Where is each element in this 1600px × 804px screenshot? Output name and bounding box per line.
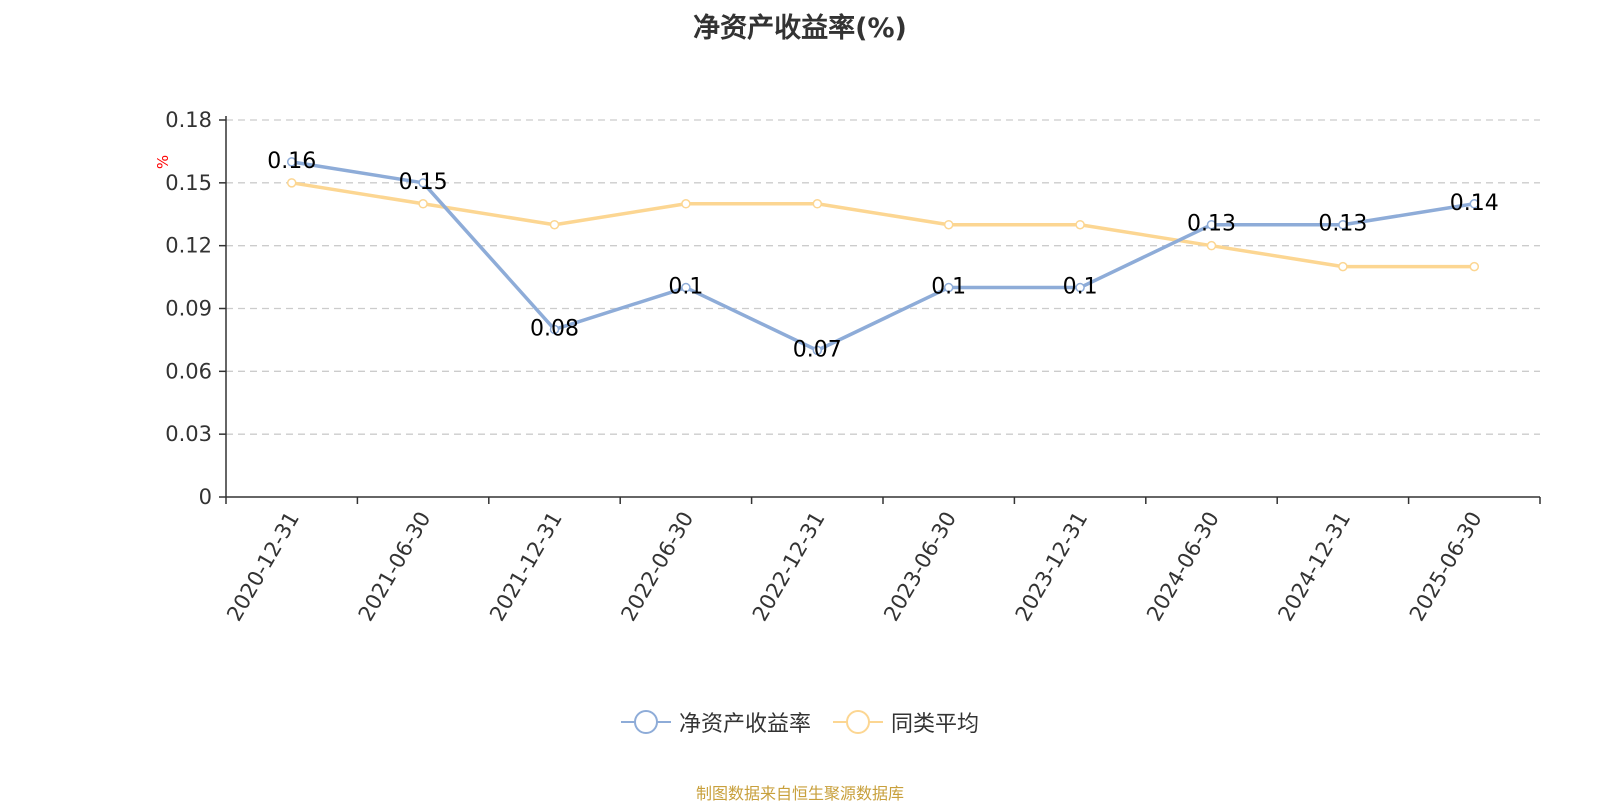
y-tick-label: 0.03 — [165, 422, 212, 446]
y-tick-label: 0.09 — [165, 297, 212, 321]
y-tick-label: 0.06 — [165, 359, 212, 383]
x-tick-label: 2021-12-31 — [485, 508, 567, 626]
data-label: 0.13 — [1187, 212, 1236, 237]
data-label: 0.14 — [1450, 191, 1499, 216]
y-tick-label: 0 — [199, 485, 212, 509]
data-point — [286, 157, 297, 167]
data-label: 0.07 — [793, 337, 842, 362]
data-point — [943, 282, 954, 293]
data-point — [1075, 219, 1085, 230]
x-tick-label: 2024-12-31 — [1273, 508, 1355, 626]
data-label: 0.1 — [668, 275, 703, 300]
legend-label-roe: 净资产收益率 — [678, 712, 811, 737]
y-tick-label: 0.12 — [165, 234, 212, 258]
data-labels: 0.16 0.15 0.08 0.1 0.07 0.1 0.1 0.13 0.13 0.14 — [267, 149, 1499, 363]
data-label: 0.08 — [530, 316, 579, 341]
data-point — [1338, 261, 1348, 272]
data-point — [1206, 240, 1217, 251]
data-point — [286, 178, 297, 188]
legend-item-peer-average[interactable]: 同类平均 — [833, 706, 979, 738]
series-line-peer-average — [291, 181, 1475, 269]
y-tick-label: 0.18 — [165, 108, 212, 132]
y-axis-unit-label: % — [154, 155, 172, 169]
data-label: 0.13 — [1318, 212, 1367, 237]
data-point — [812, 199, 823, 209]
x-tick-label: 2021-06-30 — [354, 507, 436, 625]
data-point — [1206, 219, 1217, 230]
data-point — [681, 199, 691, 209]
data-point — [549, 324, 560, 335]
data-point — [1075, 282, 1085, 293]
data-label: 0.1 — [1063, 275, 1098, 300]
grid-lines — [226, 119, 1540, 435]
data-point — [549, 219, 560, 230]
legend-item-roe[interactable]: 净资产收益率 — [620, 706, 811, 738]
y-axis: 0 0.03 0.06 0.09 0.12 0.15 0.18% — [154, 108, 227, 509]
series-layer — [286, 157, 1480, 356]
x-tick-label: 2025-06-30 — [1405, 508, 1487, 626]
legend: 净资产收益率 同类平均 — [0, 706, 1600, 738]
data-point — [943, 219, 954, 230]
x-tick-label: 2023-06-30 — [879, 507, 961, 625]
data-point — [1469, 261, 1480, 272]
chart-title: 净资产收益率(%) — [693, 13, 907, 44]
data-label: 0.1 — [931, 275, 966, 300]
x-tick-label: 2024-06-30 — [1142, 508, 1224, 626]
x-axis: 2020-12-31 2021-06-30 2021-12-31 2022-06-30… — [222, 496, 1541, 626]
y-tick-label: 0.15 — [165, 171, 212, 195]
legend-line-circle-icon — [620, 710, 671, 734]
x-tick-label: 2020-12-31 — [222, 508, 304, 626]
data-point — [1469, 199, 1480, 209]
legend-line-circle-icon — [833, 710, 883, 734]
series-line-roe — [291, 160, 1475, 353]
source-note: 制图数据来自恒生聚源数据库 — [695, 784, 904, 803]
x-tick-label: 2023-12-31 — [1011, 508, 1093, 626]
line-chart: 00.030.060.090.120.150.18% 2020-12-31 202… — [154, 108, 1541, 626]
data-point — [812, 345, 823, 356]
data-point — [681, 282, 691, 293]
x-tick-label: 2022-06-30 — [616, 508, 698, 626]
legend-label-peer-average: 同类平均 — [891, 712, 980, 737]
data-label: 0.15 — [399, 170, 448, 195]
data-point — [1338, 219, 1348, 230]
data-point — [418, 178, 428, 188]
x-tick-label: 2022-12-31 — [748, 508, 830, 626]
data-label: 0.16 — [267, 149, 316, 174]
data-point — [418, 199, 428, 209]
